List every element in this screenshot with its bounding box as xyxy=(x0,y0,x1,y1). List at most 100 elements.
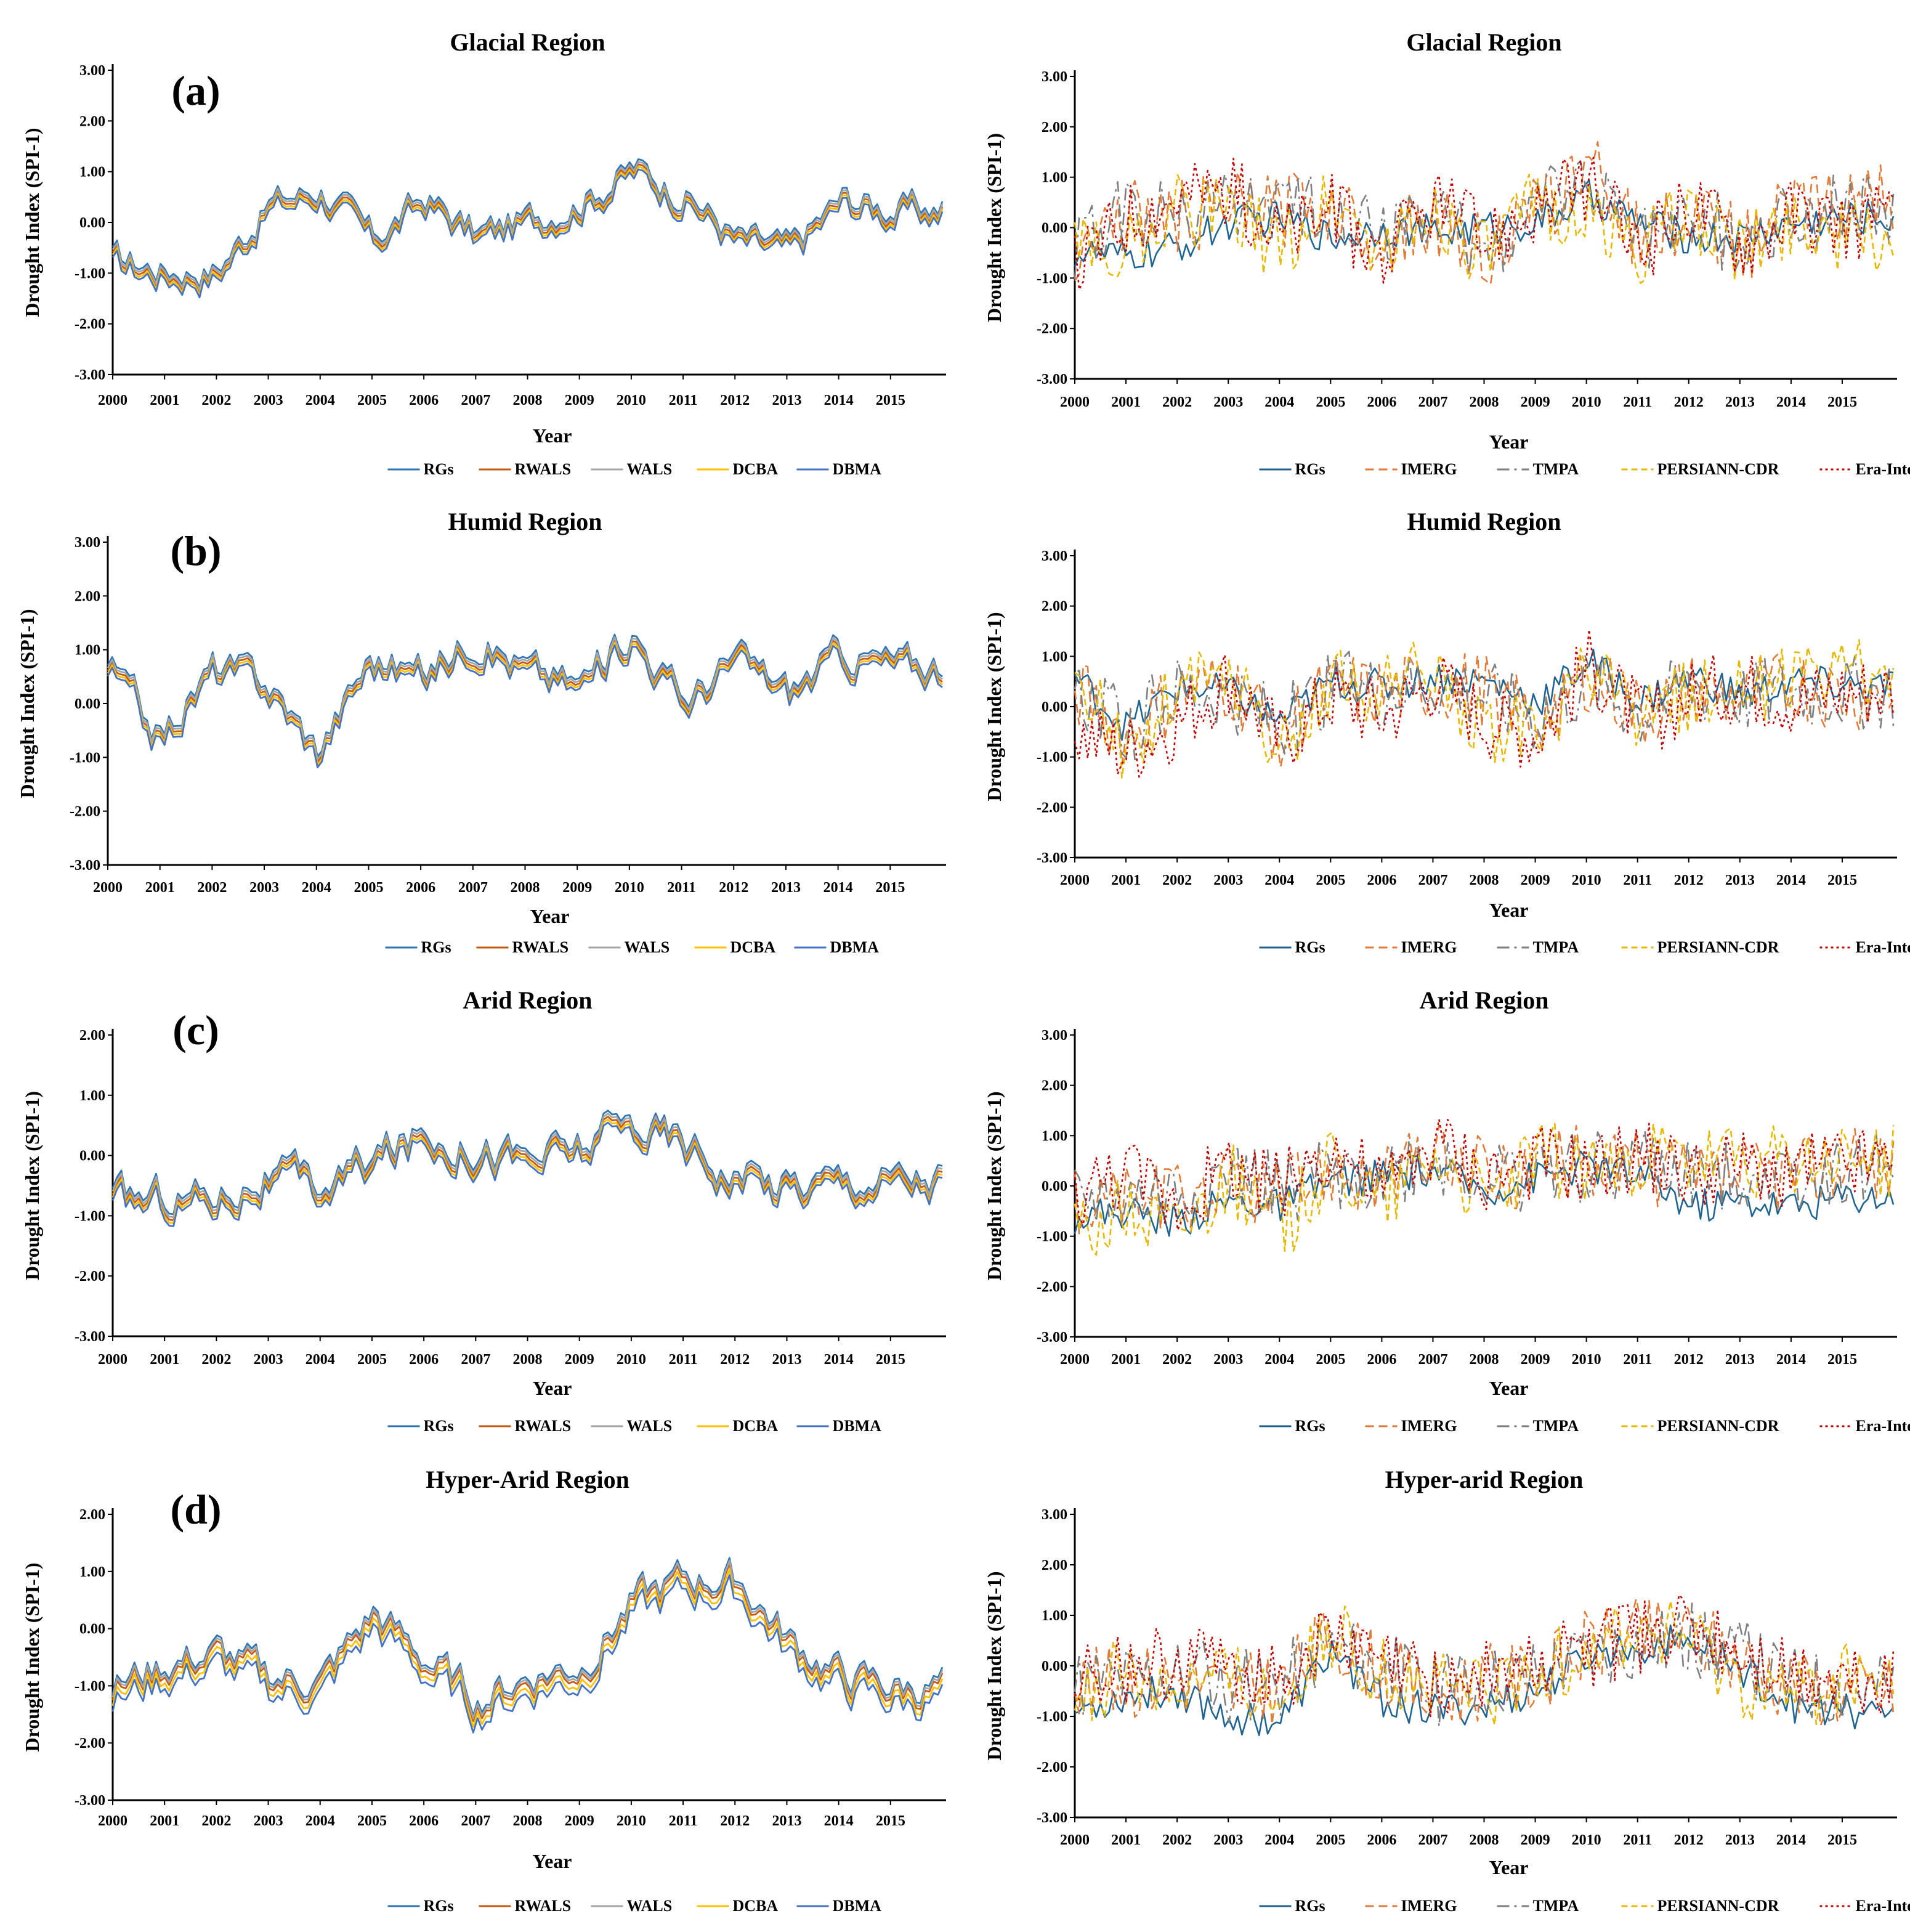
x-tick-label: 2005 xyxy=(357,1813,387,1829)
series-line-dbma xyxy=(107,644,943,768)
y-tick-label: -2.00 xyxy=(1037,800,1067,816)
y-axis-label: Drought Index (SPI-1) xyxy=(983,133,1005,322)
chart-title: Humid Region xyxy=(448,508,602,535)
x-tick-label: 2000 xyxy=(98,392,127,408)
x-tick-label: 2009 xyxy=(562,880,592,896)
y-tick-label: -3.00 xyxy=(1037,1329,1067,1346)
x-tick-label: 2015 xyxy=(876,1813,905,1829)
legend-label-imerg: IMERG xyxy=(1401,938,1457,956)
x-axis-label: Year xyxy=(1489,1377,1529,1399)
x-tick-label: 2002 xyxy=(201,1813,231,1829)
series-line-era-interim xyxy=(1074,1594,1895,1718)
legend-label-tmpa: TMPA xyxy=(1533,460,1579,478)
x-tick-label: 2013 xyxy=(1725,872,1755,888)
x-tick-label: 2006 xyxy=(1367,1832,1396,1848)
x-tick-label: 2001 xyxy=(150,1352,179,1368)
chart-title: Arid Region xyxy=(463,986,593,1014)
series-line-persiann-cdr xyxy=(1074,639,1895,779)
x-tick-label: 2009 xyxy=(1521,872,1550,888)
x-tick-label: 2010 xyxy=(617,1352,646,1368)
x-tick-label: 2000 xyxy=(98,1352,127,1368)
y-axis-label: Drought Index (SPI-1) xyxy=(21,128,43,317)
x-tick-label: 2007 xyxy=(1418,1832,1447,1848)
y-tick-label: -2.00 xyxy=(1037,1279,1067,1295)
series-line-persiann-cdr xyxy=(1074,1600,1895,1726)
x-tick-label: 2011 xyxy=(669,1352,698,1368)
legend-label-dcba: DCBA xyxy=(733,460,779,478)
y-axis-label: Drought Index (SPI-1) xyxy=(21,1563,43,1752)
series-line-rwals xyxy=(111,1116,943,1221)
x-tick-label: 2001 xyxy=(1111,1352,1141,1368)
y-tick-label: 1.00 xyxy=(79,1564,105,1580)
x-tick-label: 2014 xyxy=(1776,394,1806,410)
x-tick-label: 2004 xyxy=(1265,872,1294,888)
chart-panel-6: Arid Region 3.00 2.00 1.00 0.00 -1.00 -2.00 -3.… xyxy=(983,986,1910,1435)
x-tick-label: 2001 xyxy=(150,1813,179,1829)
x-tick-label: 2002 xyxy=(197,880,227,896)
legend-label-rgs: RGs xyxy=(1295,938,1325,956)
x-tick-label: 2000 xyxy=(1060,872,1090,888)
x-tick-label: 2007 xyxy=(461,1352,490,1368)
y-tick-label: -1.00 xyxy=(1037,270,1067,286)
y-axis-label: Drought Index (SPI-1) xyxy=(16,609,38,798)
x-tick-label: 2002 xyxy=(1162,1352,1192,1368)
legend-label-dcba: DCBA xyxy=(730,938,776,956)
y-tick-label: 3.00 xyxy=(1042,1028,1067,1044)
x-tick-label: 2011 xyxy=(1623,1832,1652,1848)
chart-panel-3: Humid Region (b) 3.00 2.00 1.00 0.00 -1.00 -2.0… xyxy=(16,508,946,956)
x-tick-label: 2013 xyxy=(771,880,801,896)
chart-panel-8: Hyper-arid Region 3.00 2.00 1.00 0.00 -1.00 -2… xyxy=(983,1466,1910,1915)
legend-label-wals: WALS xyxy=(627,460,673,478)
legend-label-era-interim: Era-Interim xyxy=(1856,938,1910,956)
x-tick-label: 2011 xyxy=(669,392,698,408)
y-tick-label: 0.00 xyxy=(1042,1179,1067,1195)
legend-label-rgs: RGs xyxy=(421,938,451,956)
series-line-wals xyxy=(111,161,944,291)
y-tick-label: 2.00 xyxy=(79,113,105,129)
chart-title: Arid Region xyxy=(1420,986,1549,1014)
y-tick-label: 2.00 xyxy=(1042,599,1067,615)
x-tick-label: 2005 xyxy=(1316,1832,1345,1848)
x-tick-label: 2000 xyxy=(93,880,123,896)
x-tick-label: 2011 xyxy=(1623,394,1652,410)
x-tick-label: 2001 xyxy=(1111,1832,1141,1848)
x-tick-label: 2008 xyxy=(1470,1352,1499,1368)
legend-label-imerg: IMERG xyxy=(1401,1417,1457,1435)
x-tick-label: 2012 xyxy=(720,1352,750,1368)
y-tick-label: 3.00 xyxy=(75,535,100,551)
chart-panel-4: Humid Region 3.00 2.00 1.00 0.00 -1.00 -2.00 -3… xyxy=(983,508,1910,956)
y-tick-label: 0.00 xyxy=(75,696,100,712)
y-tick-label: 0.00 xyxy=(79,215,105,231)
x-tick-label: 2015 xyxy=(1827,394,1857,410)
legend-label-rgs: RGs xyxy=(424,1417,454,1435)
y-tick-label: -2.00 xyxy=(1037,1760,1067,1776)
x-tick-label: 2008 xyxy=(513,1352,543,1368)
x-tick-label: 2009 xyxy=(1521,1832,1550,1848)
x-tick-label: 2013 xyxy=(1725,1832,1755,1848)
panel-label: (c) xyxy=(172,1007,219,1053)
y-tick-label: -3.00 xyxy=(1037,371,1067,388)
x-tick-label: 2014 xyxy=(824,392,854,408)
y-tick-label: -1.00 xyxy=(1037,1229,1067,1245)
x-tick-label: 2001 xyxy=(1111,394,1141,410)
legend-label-rgs: RGs xyxy=(424,460,454,478)
x-tick-label: 2002 xyxy=(1162,872,1192,888)
x-tick-label: 2010 xyxy=(615,880,644,896)
y-tick-label: 1.00 xyxy=(75,643,100,659)
series-line-rgs xyxy=(1074,1150,1895,1237)
legend-label-rwals: RWALS xyxy=(515,1417,572,1435)
y-axis-label: Drought Index (SPI-1) xyxy=(21,1091,43,1280)
x-tick-label: 2002 xyxy=(1162,394,1192,410)
series-line-dbma xyxy=(111,1121,943,1227)
y-tick-label: -3.00 xyxy=(70,858,100,874)
legend-label-dcba: DCBA xyxy=(733,1897,779,1915)
x-tick-label: 2006 xyxy=(1367,394,1396,410)
y-tick-label: 0.00 xyxy=(1042,1658,1067,1674)
x-tick-label: 2013 xyxy=(772,392,801,408)
series-line-tmpa xyxy=(1074,160,1895,280)
x-axis-label: Year xyxy=(533,1377,572,1399)
x-tick-label: 2008 xyxy=(1470,1832,1499,1848)
x-tick-label: 2009 xyxy=(1521,394,1550,410)
legend-label-rgs: RGs xyxy=(1295,460,1325,478)
x-tick-label: 2005 xyxy=(1316,394,1345,410)
